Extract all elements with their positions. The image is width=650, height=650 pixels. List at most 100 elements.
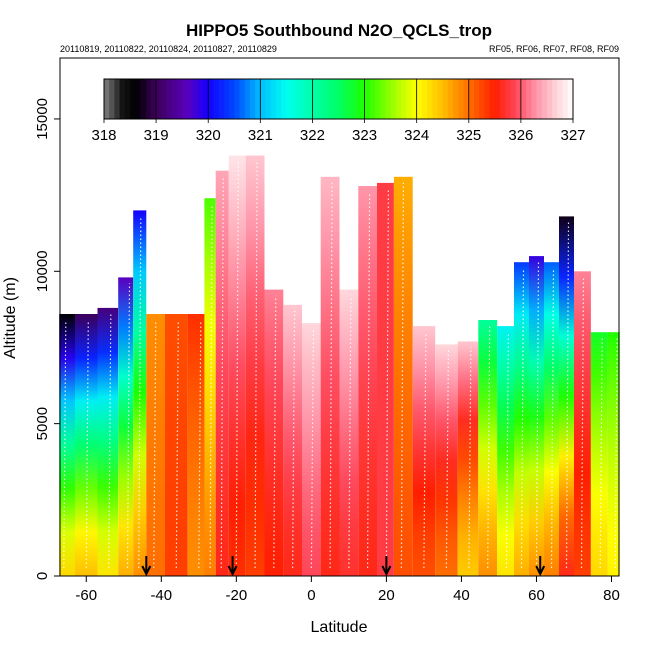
- colorbar-segment: [234, 79, 240, 119]
- colorbar-tick-label: 319: [144, 127, 169, 144]
- colorbar: 318 319 320 321 322 323 324 325 326 327: [91, 78, 586, 144]
- colorbar-segment: [401, 79, 407, 119]
- colorbar-segment: [104, 79, 110, 119]
- colorbar-segment: [281, 79, 287, 119]
- latitude-arrow-head: [381, 565, 392, 577]
- heatmap-column: [393, 176, 413, 577]
- colorbar-segment: [546, 79, 553, 119]
- flight-track: [505, 332, 509, 569]
- colorbar-segment: [526, 79, 532, 119]
- colorbar-segment: [479, 79, 485, 119]
- heatmap-column: [187, 314, 205, 576]
- heatmap-column: [514, 262, 529, 576]
- heatmap-column: [590, 332, 608, 576]
- heatmap-column: [435, 344, 458, 576]
- heatmap-column: [165, 314, 188, 576]
- colorbar-segment: [453, 79, 459, 119]
- colorbar-segment: [150, 79, 157, 119]
- colorbar-segment: [171, 79, 178, 119]
- x-tick-label: 60: [528, 587, 545, 604]
- flight-track: [292, 310, 296, 569]
- colorbar-segment: [286, 79, 292, 119]
- colorbar-segment: [552, 79, 558, 119]
- colorbar-segment: [291, 79, 298, 119]
- y-tick-label: 0: [34, 572, 51, 580]
- heatmap-column: [228, 155, 246, 576]
- heatmap-column: [478, 320, 498, 576]
- colorbar-segment: [473, 79, 480, 119]
- colorbar-tick-label: 326: [508, 127, 533, 144]
- heatmap-column: [607, 332, 620, 576]
- flight-track: [348, 295, 352, 569]
- flight-track: [535, 262, 540, 569]
- colorbar-segment: [390, 79, 397, 119]
- x-axis-label: Latitude: [311, 619, 368, 636]
- colorbar-segment: [505, 79, 511, 119]
- latitude-arrow-head: [141, 565, 152, 577]
- latitude-arrows: [141, 556, 546, 577]
- heatmap-column: [302, 323, 321, 576]
- colorbar-segment: [369, 79, 376, 119]
- heatmap-column: [320, 176, 340, 577]
- colorbar-segment: [140, 79, 147, 119]
- colorbar-segment: [260, 79, 266, 119]
- colorbar-segment: [531, 79, 537, 119]
- colorbar-segment: [130, 79, 136, 119]
- flight-track: [85, 319, 89, 569]
- colorbar-segment: [567, 79, 574, 119]
- flight-track: [126, 283, 131, 569]
- x-tick-label: -60: [75, 587, 97, 604]
- y-tick-label: 10000: [34, 250, 51, 292]
- chart-subtitle-right: RF05, RF06, RF07, RF08, RF09: [489, 44, 619, 54]
- flight-track: [273, 295, 277, 569]
- colorbar-segment: [265, 79, 272, 119]
- heatmap-column: [204, 198, 216, 576]
- x-tick-label: -40: [150, 587, 172, 604]
- heatmap-column: [97, 307, 119, 576]
- flight-track: [198, 319, 202, 569]
- colorbar-segment: [395, 79, 402, 119]
- colorbar-segment: [541, 79, 548, 119]
- heatmap-column: [339, 289, 359, 576]
- heatmap-column: [412, 326, 436, 576]
- colorbar-segment: [255, 79, 261, 119]
- colorbar-tick-label: 323: [352, 127, 377, 144]
- colorbar-segment: [296, 79, 303, 119]
- heatmap-column: [245, 155, 265, 576]
- y-axis: 0 5000 10000 15000: [34, 98, 60, 580]
- colorbar-segment: [307, 79, 313, 119]
- flight-track: [487, 325, 491, 569]
- x-tick-label: 0: [307, 587, 315, 604]
- heatmap-column: [559, 216, 574, 576]
- colorbar-segment: [213, 79, 220, 119]
- colorbar-segment: [484, 79, 491, 119]
- flight-track: [138, 216, 142, 569]
- colorbar-segment: [385, 79, 392, 119]
- heatmap-column: [283, 304, 302, 576]
- colorbar-segment: [270, 79, 277, 119]
- heatmap-column: [457, 341, 479, 576]
- colorbar-segment: [192, 79, 199, 119]
- colorbar-segment: [322, 79, 329, 119]
- flight-track: [175, 319, 179, 569]
- heatmap-column: [215, 170, 229, 576]
- colorbar-segment: [343, 79, 350, 119]
- colorbar-segment: [229, 79, 235, 119]
- flight-track: [209, 204, 213, 569]
- colorbar-segment: [114, 79, 121, 119]
- x-tick-label: 20: [378, 587, 395, 604]
- colorbar-segment: [161, 79, 167, 119]
- heatmap-column: [544, 262, 559, 576]
- colorbar-segment: [520, 79, 527, 119]
- flight-track: [468, 347, 472, 569]
- colorbar-segment: [182, 79, 188, 119]
- x-tick-label: 40: [453, 587, 470, 604]
- colorbar-segment: [223, 79, 230, 119]
- colorbar-segment: [145, 79, 152, 119]
- colorbar-segment: [500, 79, 506, 119]
- plot-frame: [59, 57, 620, 577]
- colorbar-segment: [203, 79, 209, 119]
- colorbar-segment: [312, 79, 319, 119]
- flight-track: [153, 319, 157, 569]
- colorbar-tick-label: 327: [560, 127, 585, 144]
